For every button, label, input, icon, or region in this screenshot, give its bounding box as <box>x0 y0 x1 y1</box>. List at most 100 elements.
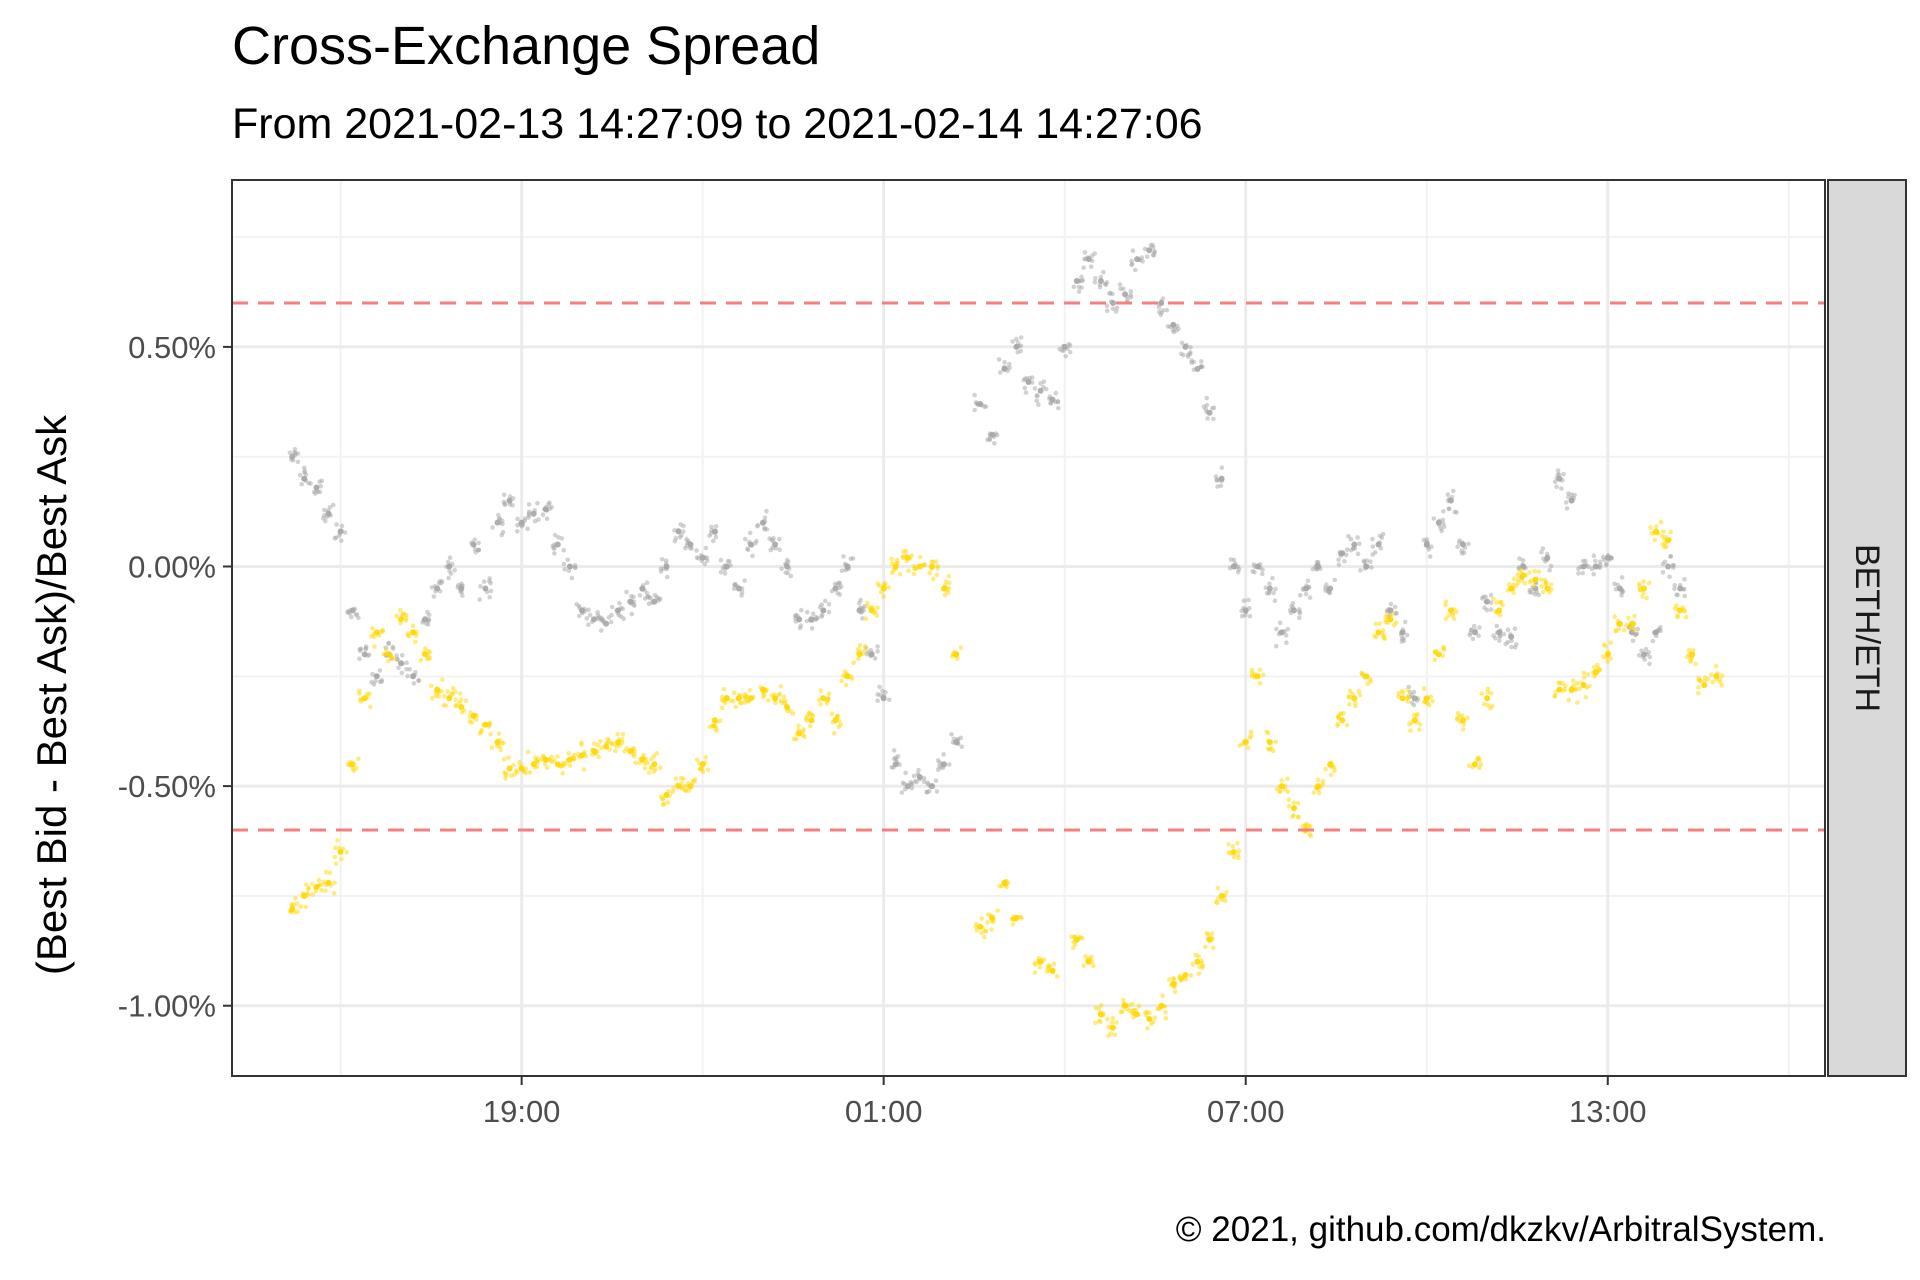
gold-data-point-jitter <box>665 800 671 805</box>
gold-data-point-jitter <box>1089 954 1094 960</box>
gray-data-point-jitter <box>565 557 570 563</box>
x-tick-label: 07:00 <box>1207 1094 1285 1129</box>
gold-data-point-jitter <box>468 710 473 715</box>
gold-data-point-jitter <box>772 692 777 698</box>
gray-data-point-jitter <box>1633 632 1638 638</box>
gold-data-point-jitter <box>745 694 750 699</box>
gold-data-point-jitter <box>683 784 688 789</box>
gold-data-point-jitter <box>943 579 949 584</box>
gray-data-point-jitter <box>1246 597 1251 603</box>
gray-data-point-jitter <box>935 767 941 773</box>
gray-data-point-jitter <box>399 670 405 676</box>
gold-data-point-jitter <box>1105 1016 1110 1022</box>
gray-data-point-jitter <box>927 789 932 794</box>
gray-data-point-jitter <box>1477 625 1482 630</box>
gold-data-point-jitter <box>681 776 686 781</box>
gold-data-point-jitter <box>1709 672 1714 677</box>
gold-data-point-jitter <box>386 658 391 664</box>
gold-data-point-jitter <box>1494 600 1499 605</box>
gray-data-point-jitter <box>399 652 405 658</box>
gray-data-point-jitter <box>934 789 940 794</box>
gray-data-point-jitter <box>1247 606 1252 611</box>
gold-data-point-jitter <box>1432 657 1438 662</box>
gold-data-point-jitter <box>986 912 991 917</box>
gold-data-point-jitter <box>429 683 434 689</box>
gray-data-point-jitter <box>559 536 564 541</box>
gold-data-point-jitter <box>581 767 587 772</box>
gray-data-point-jitter <box>1104 308 1110 314</box>
gray-data-point-jitter <box>500 518 505 524</box>
gold-data-point-jitter <box>323 869 329 875</box>
gray-data-point-jitter <box>685 538 691 544</box>
gray-data-point-jitter <box>762 527 767 532</box>
gold-data-point-jitter <box>1644 595 1649 601</box>
gold-data-point-jitter <box>1041 957 1047 962</box>
gray-data-point-jitter <box>1252 564 1258 569</box>
gold-data-point-jitter <box>364 691 370 697</box>
gold-data-point-jitter <box>929 566 934 571</box>
gray-data-point-jitter <box>1446 506 1452 512</box>
gold-data-point-jitter <box>1329 764 1334 769</box>
gold-data-point-jitter <box>525 749 531 755</box>
gold-data-point-jitter <box>1179 976 1184 981</box>
gray-data-point-jitter <box>742 536 748 542</box>
gray-data-point-jitter <box>1568 497 1574 503</box>
gold-data-point-jitter <box>593 749 599 755</box>
gray-data-point-jitter <box>1454 510 1459 515</box>
gold-data-point-jitter <box>1719 683 1724 688</box>
gold-data-point-jitter <box>321 879 327 885</box>
gold-data-point-jitter <box>441 693 447 699</box>
gray-data-point-jitter <box>561 547 567 553</box>
gray-data-point-jitter <box>561 561 567 567</box>
gray-data-point-jitter <box>1415 696 1421 701</box>
gold-data-point-jitter <box>788 709 793 714</box>
gold-data-point-jitter <box>425 652 431 657</box>
gold-data-point-jitter <box>1672 606 1678 611</box>
gray-data-point-jitter <box>1063 354 1068 359</box>
gold-data-point-jitter <box>697 761 702 766</box>
gray-data-point-jitter <box>1098 274 1104 280</box>
gold-data-point-jitter <box>781 694 787 700</box>
gray-data-point-jitter <box>374 673 379 679</box>
gray-data-point-jitter <box>826 609 832 615</box>
gold-data-point-jitter <box>1304 821 1309 827</box>
gold-data-point-jitter <box>479 727 485 733</box>
gold-data-point-jitter <box>733 704 739 710</box>
gold-data-point-jitter <box>1570 678 1576 683</box>
gold-data-point-jitter <box>1071 939 1076 945</box>
gold-data-point-jitter <box>1112 1032 1118 1038</box>
gold-data-point-jitter <box>1267 739 1273 745</box>
gold-data-point-jitter <box>1583 694 1589 700</box>
gold-data-point-jitter <box>881 582 886 588</box>
gold-data-point <box>506 765 513 772</box>
gold-data-point-jitter <box>776 692 781 698</box>
gold-data-point-jitter <box>319 887 324 893</box>
gold-data-point-jitter <box>782 698 788 703</box>
gray-data-point-jitter <box>1260 567 1265 573</box>
gray-data-point-jitter <box>1129 258 1134 264</box>
gold-data-point-jitter <box>973 924 979 929</box>
gray-data-point-jitter <box>1682 577 1687 582</box>
gray-data-point-jitter <box>1014 336 1019 342</box>
gray-data-point-jitter <box>742 578 747 583</box>
gray-data-point-jitter <box>823 598 828 604</box>
gray-data-point-jitter <box>1059 348 1065 353</box>
gray-data-point-jitter <box>1483 599 1489 605</box>
gold-data-point-jitter <box>370 625 375 631</box>
gold-data-point-jitter <box>1575 700 1580 705</box>
gold-data-point-jitter <box>1133 1008 1139 1013</box>
gold-data-point-jitter <box>1203 944 1208 950</box>
gray-data-point <box>1146 247 1153 254</box>
gray-data-point-jitter <box>1675 592 1680 598</box>
gold-data-point-jitter <box>705 767 711 772</box>
gold-data-point-jitter <box>295 909 301 914</box>
gray-data-point-jitter <box>1079 285 1084 290</box>
gold-data-point-jitter <box>1600 654 1606 659</box>
gold-data-point-jitter <box>575 751 581 757</box>
reference-lines <box>232 301 1825 832</box>
gray-data-point-jitter <box>798 623 804 628</box>
gray-data-point-jitter <box>1199 359 1204 364</box>
gray-data-point-jitter <box>1355 535 1360 540</box>
gray-data-point-jitter <box>566 568 572 573</box>
gold-data-point-jitter <box>1404 696 1410 702</box>
